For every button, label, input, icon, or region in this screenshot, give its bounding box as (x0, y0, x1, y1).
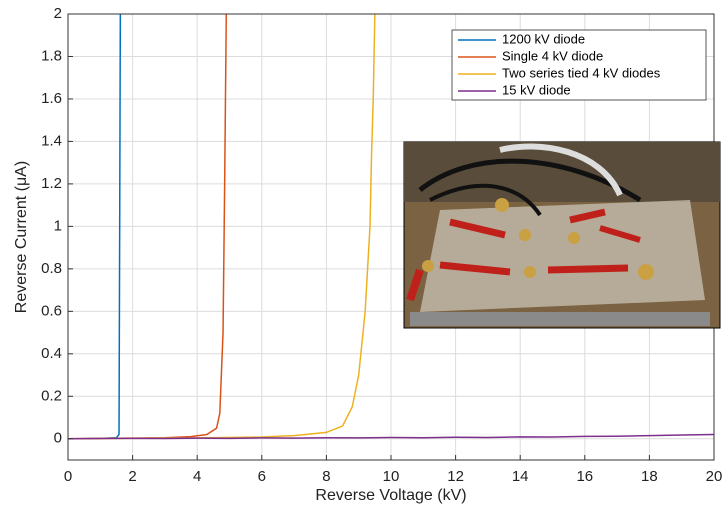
y-axis-label: Reverse Current (μA) (13, 161, 30, 313)
x-tick-label: 0 (64, 468, 72, 485)
legend: 1200 kV diode Single 4 kV diode Two series… (451, 29, 707, 101)
x-tick-label: 2 (128, 468, 136, 485)
legend-label: Two series tied 4 kV diodes (502, 65, 661, 80)
series-line (67, 433, 715, 440)
x-tick-label: 10 (383, 468, 400, 485)
x-tick-label: 14 (512, 468, 529, 485)
x-tick-label: 6 (258, 468, 266, 485)
x-axis-label: Reverse Voltage (kV) (315, 487, 466, 504)
x-tick-label: 16 (576, 468, 593, 485)
y-tick-label: 1.2 (41, 175, 62, 192)
legend-label: 1200 kV diode (502, 31, 585, 46)
legend-box (451, 29, 707, 101)
x-tick-label: 12 (447, 468, 464, 485)
x-tick-label: 20 (706, 468, 722, 485)
x-tick-label: 18 (641, 468, 658, 485)
y-tick-label: 1 (54, 217, 62, 234)
x-tick-label: 4 (193, 468, 201, 485)
y-tick-label: 1.4 (41, 132, 62, 149)
x-tick-label: 8 (322, 468, 330, 485)
y-tick-label: 0.6 (41, 302, 62, 319)
y-tick-label: 0.4 (41, 345, 62, 362)
y-tick-label: 0.2 (41, 387, 62, 404)
legend-label: Single 4 kV diode (502, 48, 603, 63)
y-tick-label: 1.8 (41, 47, 62, 64)
inset-photo (403, 141, 721, 329)
legend-label: 15 kV diode (502, 82, 571, 97)
y-tick-label: 1.6 (41, 90, 62, 107)
y-tick-label: 2 (54, 5, 62, 22)
y-tick-label: 0.8 (41, 260, 62, 277)
y-tick-label: 0 (54, 430, 62, 447)
lines (67, 13, 715, 440)
